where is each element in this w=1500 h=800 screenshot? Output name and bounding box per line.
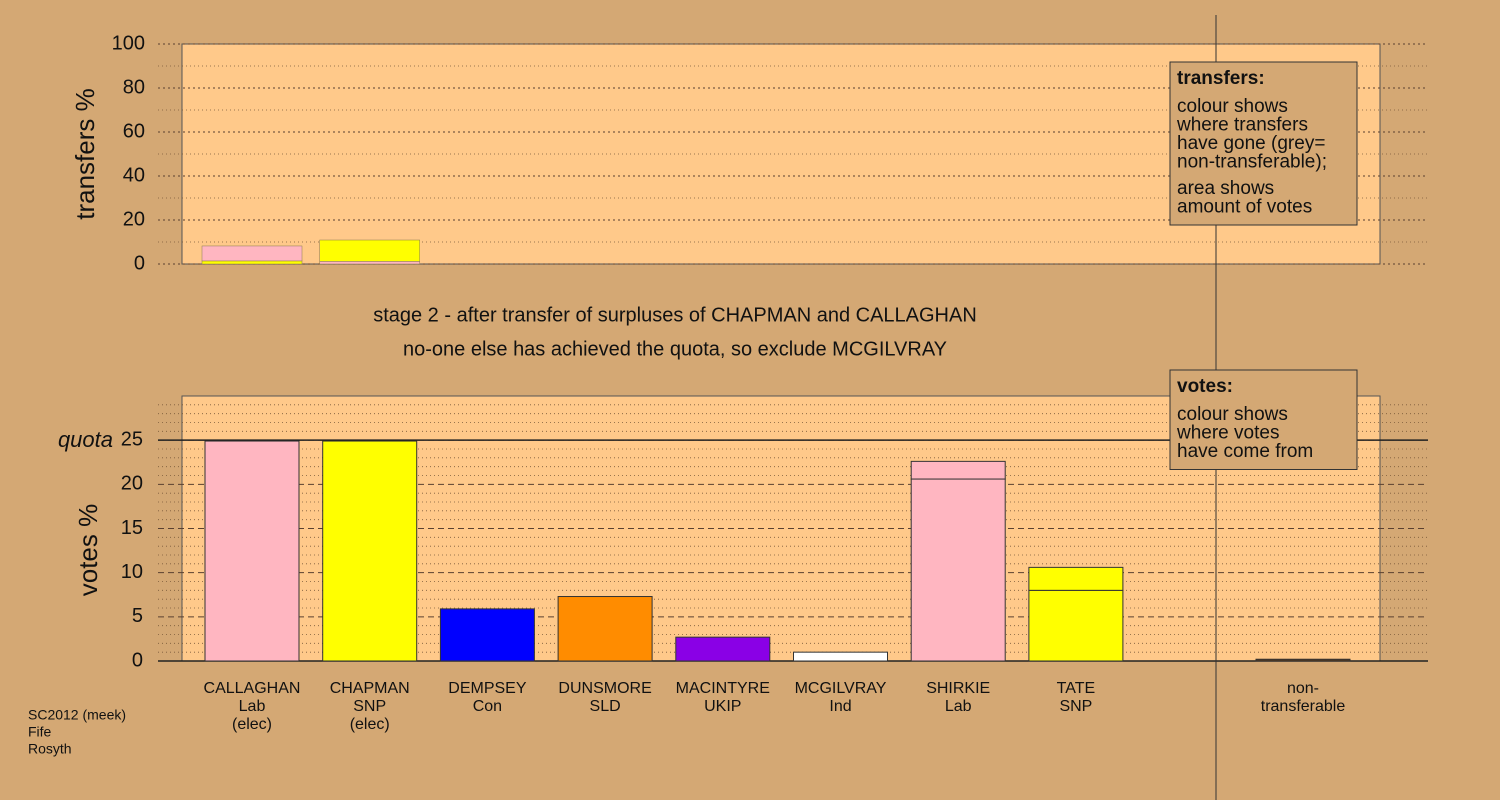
- vote-bar: [322, 440, 418, 662]
- stage-text: no-one else has achieved the quota, so e…: [403, 338, 947, 360]
- y-tick-label: 15: [121, 517, 143, 539]
- x-tick-label: (elec): [350, 716, 390, 733]
- legend-text: where transfers: [1176, 115, 1308, 136]
- x-tick-label: MCGILVRAY: [795, 680, 887, 697]
- x-tick-label: SLD: [590, 698, 621, 715]
- legend-box: [1169, 369, 1358, 470]
- legend-title: votes:: [1177, 376, 1233, 397]
- x-tick-label: MACINTYRE: [676, 680, 770, 697]
- legend-text: non-transferable);: [1177, 152, 1327, 173]
- y-tick-label: 5: [132, 605, 143, 627]
- footer-text: Rosyth: [28, 741, 72, 757]
- vote-bar: [1255, 658, 1351, 662]
- footer-text: Fife: [28, 724, 52, 740]
- x-tick-label: CALLAGHAN: [204, 680, 301, 697]
- x-tick-label: DUNSMORE: [558, 680, 651, 697]
- vote-bar: [557, 596, 653, 662]
- vote-bar: [675, 636, 771, 662]
- axis-label: transfers %: [70, 88, 100, 220]
- axis-label: votes %: [73, 504, 103, 597]
- y-tick-label: 80: [123, 76, 145, 98]
- y-tick-label: 100: [112, 32, 145, 54]
- transfer-segment: [319, 239, 420, 262]
- x-tick-label: DEMPSEY: [448, 680, 527, 697]
- marks: [201, 239, 1351, 662]
- x-tick-label: Ind: [829, 698, 851, 715]
- y-tick-label: 25: [121, 428, 143, 450]
- footer-text: SC2012 (meek): [28, 707, 126, 723]
- legend-text: colour shows: [1177, 404, 1288, 425]
- vote-bar: [439, 608, 535, 662]
- x-tick-label: SHIRKIE: [926, 680, 990, 697]
- transfer-segment: [201, 245, 303, 262]
- quota-label: quota: [58, 427, 113, 452]
- legend-text: have come from: [1177, 441, 1313, 462]
- y-tick-label: 20: [121, 473, 143, 495]
- transfer-segment: [201, 260, 303, 265]
- overlay: transfers %020406080100transfers:colour …: [28, 32, 1428, 757]
- x-tick-label: Lab: [945, 698, 972, 715]
- legend-text: where votes: [1176, 423, 1279, 444]
- legend-text: have gone (grey=: [1177, 133, 1325, 154]
- transfer-segment: [319, 261, 420, 265]
- vote-bar: [204, 440, 300, 662]
- legend-title: transfers:: [1177, 68, 1265, 89]
- transfer-bar: [910, 460, 1006, 480]
- legend-text: colour shows: [1177, 96, 1288, 117]
- vote-bar: [1028, 589, 1124, 662]
- x-tick-label: SNP: [1059, 698, 1092, 715]
- y-tick-label: 10: [121, 561, 143, 583]
- y-tick-label: 40: [123, 164, 145, 186]
- legend-box: [1169, 61, 1358, 226]
- transfer-bar: [1028, 566, 1124, 591]
- x-tick-label: non-: [1287, 680, 1319, 697]
- x-tick-label: SNP: [353, 698, 386, 715]
- x-tick-label: (elec): [232, 716, 272, 733]
- vote-bar: [910, 478, 1006, 662]
- x-tick-label: TATE: [1057, 680, 1096, 697]
- legend-text: area shows: [1177, 178, 1274, 199]
- vote-bar: [793, 651, 888, 662]
- legend-text: amount of votes: [1177, 197, 1312, 218]
- x-tick-label: UKIP: [704, 698, 741, 715]
- x-tick-label: CHAPMAN: [330, 680, 410, 697]
- x-tick-label: transferable: [1261, 698, 1346, 715]
- x-tick-label: Con: [473, 698, 502, 715]
- y-tick-label: 0: [134, 252, 145, 274]
- y-tick-label: 20: [123, 208, 145, 230]
- y-tick-label: 60: [123, 120, 145, 142]
- x-tick-label: Lab: [239, 698, 266, 715]
- stage-text: stage 2 - after transfer of surpluses of…: [373, 304, 977, 326]
- y-tick-label: 0: [132, 649, 143, 671]
